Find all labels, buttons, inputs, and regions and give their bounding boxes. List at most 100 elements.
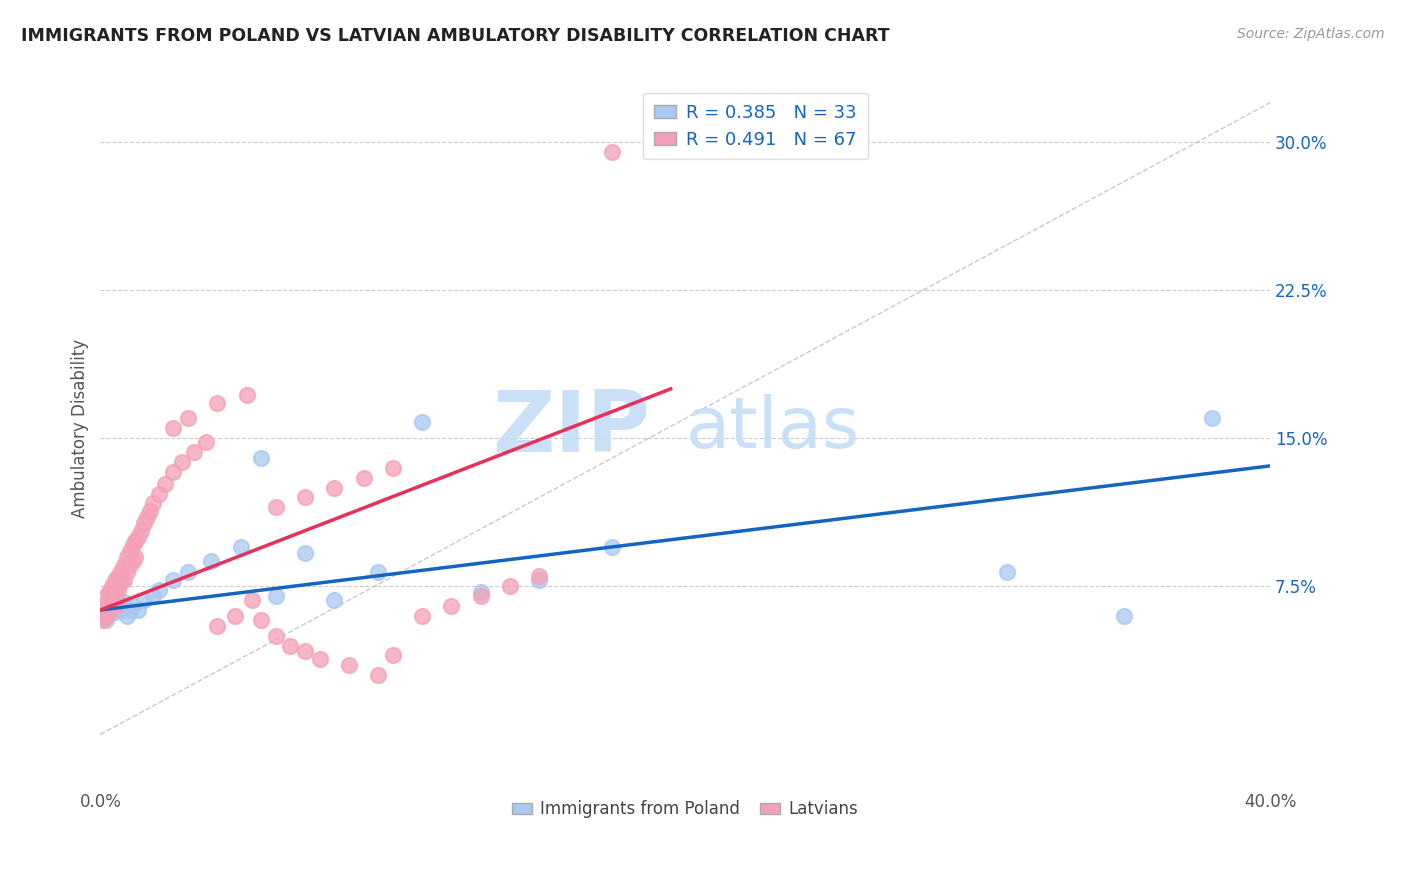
Point [470,585,492,599]
Point [101,593,124,607]
Text: atlas: atlas [685,394,859,463]
Point [96,599,118,613]
Point [98,605,121,619]
Point [207,619,229,633]
Point [104,574,127,588]
Point [139,504,162,518]
Point [411,416,433,430]
Point [110,564,132,578]
Point [323,481,346,495]
Y-axis label: Ambulatory Disability: Ambulatory Disability [72,339,89,518]
Point [118,603,141,617]
Point [101,579,124,593]
Point [129,524,152,538]
Point [91,608,114,623]
Point [470,589,492,603]
Point [110,603,132,617]
Point [104,599,127,613]
Point [110,575,132,590]
Point [381,648,404,663]
Point [250,450,273,465]
Point [121,538,143,552]
Point [600,540,623,554]
Point [121,554,143,568]
Point [177,411,200,425]
Point [91,613,114,627]
Point [148,583,170,598]
Point [121,599,143,613]
Point [96,613,118,627]
Point [353,471,375,485]
Point [183,445,205,459]
Point [148,486,170,500]
Point [98,603,121,617]
Point [1112,608,1135,623]
Point [98,595,121,609]
Text: ZIP: ZIP [492,387,650,470]
Point [527,574,550,588]
Point [194,435,217,450]
Point [162,421,184,435]
Point [367,668,389,682]
Point [118,543,141,558]
Point [153,476,176,491]
Point [124,549,146,564]
Point [134,516,156,530]
Point [162,574,184,588]
Point [308,652,330,666]
Point [96,599,118,613]
Point [115,566,138,580]
Point [337,658,360,673]
Point [242,593,264,607]
Point [1201,411,1223,425]
Point [107,569,129,583]
Point [91,605,114,619]
Point [499,579,522,593]
Point [200,554,222,568]
Point [112,558,135,572]
Point [107,583,129,598]
Point [207,395,229,409]
Point [264,500,287,515]
Point [112,574,135,588]
Point [107,595,129,609]
Point [112,595,135,609]
Point [177,566,200,580]
Point [118,558,141,572]
Point [250,613,273,627]
Point [381,460,404,475]
Point [995,566,1018,580]
Point [91,599,114,613]
Point [440,599,463,613]
Point [115,549,138,564]
Point [101,595,124,609]
Point [96,608,118,623]
Point [367,566,389,580]
Point [294,491,316,505]
Point [142,589,165,603]
Text: IMMIGRANTS FROM POLAND VS LATVIAN AMBULATORY DISABILITY CORRELATION CHART: IMMIGRANTS FROM POLAND VS LATVIAN AMBULA… [21,27,890,45]
Point [264,629,287,643]
Point [104,605,127,619]
Point [124,533,146,548]
Point [294,644,316,658]
Point [323,593,346,607]
Point [96,589,118,603]
Point [127,603,149,617]
Point [115,608,138,623]
Point [107,599,129,613]
Point [104,585,127,599]
Point [224,608,246,623]
Point [280,639,302,653]
Text: Source: ZipAtlas.com: Source: ZipAtlas.com [1237,27,1385,41]
Point [127,530,149,544]
Point [172,455,194,469]
Point [98,585,121,599]
Point [600,145,623,159]
Point [162,465,184,479]
Point [527,569,550,583]
Legend: Immigrants from Poland, Latvians: Immigrants from Poland, Latvians [506,794,865,825]
Point [294,546,316,560]
Point [142,496,165,510]
Point [264,589,287,603]
